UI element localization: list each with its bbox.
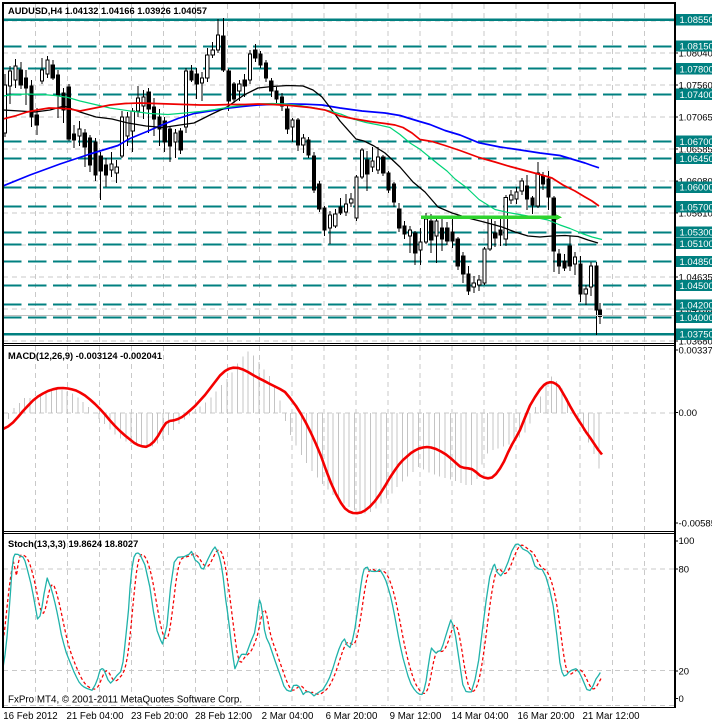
svg-text:1.08550: 1.08550 — [680, 15, 712, 26]
svg-text:2 Mar 04:00: 2 Mar 04:00 — [262, 711, 314, 722]
svg-text:1.07560: 1.07560 — [679, 81, 712, 92]
svg-text:1.07065: 1.07065 — [679, 113, 712, 124]
svg-text:6 Mar 20:00: 6 Mar 20:00 — [326, 711, 378, 722]
svg-text:1.07400: 1.07400 — [680, 90, 712, 101]
svg-text:14 Mar 04:00: 14 Mar 04:00 — [451, 711, 509, 722]
svg-text:1.06700: 1.06700 — [680, 137, 712, 148]
svg-text:1.04850: 1.04850 — [680, 257, 712, 268]
svg-text:1.03750: 1.03750 — [680, 330, 712, 341]
svg-text:1.05100: 1.05100 — [680, 239, 712, 250]
svg-text:100: 100 — [679, 536, 695, 547]
svg-text:1.04000: 1.04000 — [680, 313, 712, 324]
svg-text:21 Feb 04:00: 21 Feb 04:00 — [66, 711, 124, 722]
svg-text:Stoch(13,3,3) 19.8624 18.8027: Stoch(13,3,3) 19.8624 18.8027 — [8, 539, 138, 549]
svg-text:1.03680: 1.03680 — [679, 337, 712, 348]
svg-text:1.04635: 1.04635 — [679, 273, 712, 284]
svg-text:0.00: 0.00 — [679, 408, 698, 419]
svg-text:1.04500: 1.04500 — [680, 281, 712, 292]
svg-text:16 Mar 20:00: 16 Mar 20:00 — [517, 711, 575, 722]
svg-text:1.08150: 1.08150 — [680, 42, 712, 53]
svg-text:80: 80 — [679, 564, 690, 575]
svg-text:0: 0 — [679, 694, 684, 705]
svg-text:1.06450: 1.06450 — [680, 154, 712, 165]
svg-text:28 Feb 12:00: 28 Feb 12:00 — [195, 711, 253, 722]
svg-text:1.06000: 1.06000 — [680, 183, 712, 194]
svg-text:MACD(12,26,9) -0.003124 -0.002: MACD(12,26,9) -0.003124 -0.002041 — [8, 351, 162, 361]
svg-text:1.05300: 1.05300 — [680, 228, 712, 239]
svg-text:20: 20 — [679, 666, 690, 677]
svg-text:16 Feb 2012: 16 Feb 2012 — [3, 711, 57, 722]
svg-text:23 Feb 20:00: 23 Feb 20:00 — [131, 711, 189, 722]
svg-text:1.06585: 1.06585 — [679, 145, 712, 156]
svg-text:1.05610: 1.05610 — [679, 209, 712, 220]
svg-text:1.08040: 1.08040 — [679, 49, 712, 60]
svg-text:1.07800: 1.07800 — [680, 64, 712, 75]
svg-text:1.04200: 1.04200 — [680, 300, 712, 311]
svg-text:9 Mar 12:00: 9 Mar 12:00 — [390, 711, 442, 722]
svg-text:AUDUSD,H4 1.04132 1.04166 1.0: AUDUSD,H4 1.04132 1.04166 1.03926 1.0405… — [8, 6, 207, 16]
svg-text:-0.00585: -0.00585 — [679, 519, 712, 530]
svg-text:1.05700: 1.05700 — [680, 202, 712, 213]
svg-text:21 Mar 12:00: 21 Mar 12:00 — [582, 711, 640, 722]
svg-text:0.00337: 0.00337 — [679, 346, 712, 357]
svg-text:FxPro MT4, © 2001-2011 MetaQuo: FxPro MT4, © 2001-2011 MetaQuotes Softwa… — [8, 695, 242, 706]
